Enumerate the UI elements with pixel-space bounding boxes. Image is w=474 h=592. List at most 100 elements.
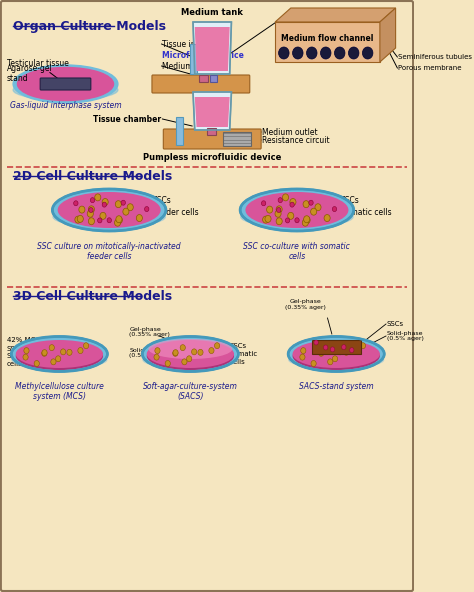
Circle shape — [180, 345, 185, 350]
Text: Solid-phase
(0.5% ager): Solid-phase (0.5% ager) — [129, 348, 166, 358]
Circle shape — [115, 219, 120, 226]
Ellipse shape — [13, 65, 118, 103]
Circle shape — [319, 350, 324, 356]
Text: Medium outlet: Medium outlet — [162, 62, 217, 70]
Text: Tissue inlet: Tissue inlet — [162, 40, 205, 49]
Circle shape — [349, 348, 354, 353]
FancyBboxPatch shape — [223, 132, 251, 146]
Text: Medium tank: Medium tank — [181, 8, 243, 17]
Ellipse shape — [142, 351, 238, 369]
Circle shape — [95, 194, 101, 201]
Circle shape — [73, 201, 78, 206]
Ellipse shape — [147, 342, 234, 370]
Ellipse shape — [16, 340, 103, 368]
Circle shape — [290, 198, 296, 205]
Circle shape — [214, 343, 220, 349]
Circle shape — [307, 47, 317, 59]
Circle shape — [320, 47, 331, 59]
Circle shape — [344, 349, 349, 355]
Circle shape — [266, 206, 273, 213]
Text: Agarose-gel
stand: Agarose-gel stand — [7, 63, 53, 86]
Circle shape — [304, 215, 310, 223]
FancyBboxPatch shape — [199, 75, 208, 82]
Circle shape — [102, 198, 108, 205]
Text: SACS-stand system: SACS-stand system — [299, 382, 374, 391]
Polygon shape — [275, 22, 380, 62]
Circle shape — [137, 214, 142, 221]
Polygon shape — [193, 22, 231, 74]
Circle shape — [115, 201, 121, 208]
Circle shape — [295, 218, 299, 223]
Circle shape — [67, 349, 72, 355]
Circle shape — [328, 359, 333, 365]
Polygon shape — [195, 97, 230, 127]
Circle shape — [102, 202, 107, 207]
Text: Feeder cells: Feeder cells — [153, 208, 199, 217]
Ellipse shape — [53, 189, 166, 231]
Circle shape — [187, 356, 192, 362]
Circle shape — [75, 216, 81, 223]
FancyBboxPatch shape — [191, 44, 197, 74]
Circle shape — [330, 347, 335, 352]
FancyBboxPatch shape — [164, 129, 261, 149]
Ellipse shape — [292, 342, 380, 370]
Circle shape — [123, 208, 129, 215]
Text: Medium flow channel: Medium flow channel — [281, 34, 374, 43]
Ellipse shape — [246, 192, 348, 228]
Circle shape — [34, 361, 39, 366]
Text: Soft-agar-culture-system
(SACS): Soft-agar-culture-system (SACS) — [143, 382, 238, 401]
FancyBboxPatch shape — [1, 1, 413, 591]
Circle shape — [301, 348, 306, 353]
Circle shape — [276, 208, 281, 213]
Circle shape — [324, 214, 330, 221]
Circle shape — [91, 198, 95, 202]
Text: Tissue chamber: Tissue chamber — [93, 114, 162, 124]
Circle shape — [209, 348, 214, 353]
Ellipse shape — [13, 80, 118, 100]
Circle shape — [263, 216, 269, 223]
Text: Somatic
cells: Somatic cells — [230, 352, 258, 365]
Circle shape — [303, 201, 309, 208]
Text: Gel-phase
(0.35% ager): Gel-phase (0.35% ager) — [285, 299, 326, 310]
Ellipse shape — [11, 336, 108, 372]
Text: Gas-liquid interphase system: Gas-liquid interphase system — [9, 101, 121, 110]
Text: Testicular tissue: Testicular tissue — [7, 59, 69, 79]
Circle shape — [87, 210, 93, 217]
Ellipse shape — [288, 351, 384, 369]
Circle shape — [279, 47, 289, 59]
Circle shape — [315, 204, 321, 211]
Circle shape — [55, 356, 61, 362]
Circle shape — [42, 350, 47, 356]
Text: Microfluidic device: Microfluidic device — [162, 50, 244, 60]
Text: Seminiferous tubules: Seminiferous tubules — [398, 54, 472, 60]
Ellipse shape — [147, 340, 234, 368]
Circle shape — [116, 215, 122, 223]
Circle shape — [182, 359, 187, 365]
Circle shape — [360, 343, 365, 349]
Circle shape — [319, 350, 324, 356]
Circle shape — [107, 218, 111, 223]
Circle shape — [332, 356, 337, 362]
Circle shape — [83, 343, 89, 349]
FancyBboxPatch shape — [312, 340, 361, 354]
Circle shape — [363, 47, 373, 59]
Circle shape — [49, 345, 55, 350]
Text: Solid-phase
(0.5% ager): Solid-phase (0.5% ager) — [387, 330, 424, 342]
Circle shape — [326, 345, 331, 350]
Circle shape — [300, 354, 305, 360]
Text: SSC culture on mitotically-inactivated
feeder cells: SSC culture on mitotically-inactivated f… — [37, 242, 181, 262]
Circle shape — [290, 202, 294, 207]
Circle shape — [191, 349, 197, 355]
FancyBboxPatch shape — [152, 75, 250, 93]
Ellipse shape — [240, 189, 354, 231]
Circle shape — [78, 348, 83, 353]
Text: SSCs: SSCs — [230, 343, 247, 349]
Circle shape — [275, 210, 281, 217]
Circle shape — [309, 200, 313, 205]
Text: 3D Cell Culture Models: 3D Cell Culture Models — [13, 290, 172, 303]
Polygon shape — [275, 8, 396, 22]
Circle shape — [145, 207, 149, 211]
Polygon shape — [380, 8, 396, 62]
Circle shape — [292, 47, 303, 59]
Text: SSCs: SSCs — [7, 346, 24, 352]
